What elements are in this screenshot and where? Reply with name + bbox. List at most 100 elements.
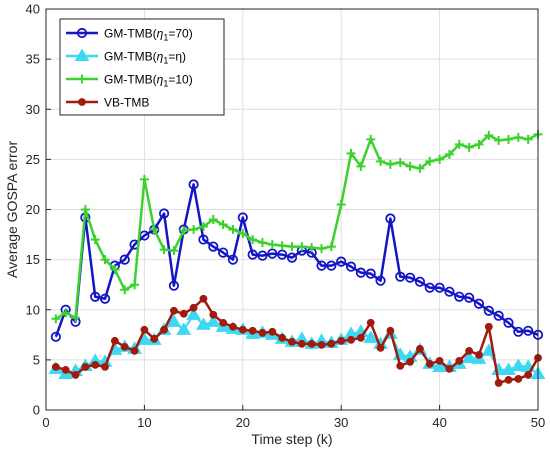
data-point — [355, 267, 366, 278]
data-point — [484, 322, 493, 331]
data-point — [168, 280, 180, 291]
data-point — [130, 346, 139, 355]
data-point — [514, 375, 523, 383]
data-point — [424, 282, 435, 293]
data-point — [149, 225, 159, 235]
data-point — [416, 344, 424, 353]
data-point — [80, 205, 90, 214]
series-line — [54, 183, 539, 338]
data-point — [336, 199, 346, 209]
data-point — [130, 280, 140, 290]
data-point — [347, 335, 355, 344]
series-layer — [48, 129, 546, 387]
data-point — [454, 139, 464, 149]
data-point — [404, 272, 416, 283]
data-point — [287, 242, 297, 252]
y-tick-label: 15 — [26, 252, 40, 267]
legend-item: GM-TMB(η1=10) — [66, 73, 193, 89]
data-point — [99, 293, 111, 304]
data-point — [376, 156, 386, 166]
x-tick-label: 10 — [137, 415, 151, 430]
data-point — [503, 317, 514, 328]
data-point — [238, 229, 248, 239]
data-point — [523, 134, 533, 144]
data-point — [316, 260, 327, 271]
data-point — [366, 318, 375, 327]
data-point — [170, 306, 178, 315]
data-point — [189, 303, 198, 312]
data-point — [345, 261, 357, 272]
legend-item: GM-TMB(η1=70) — [66, 27, 193, 43]
data-point — [510, 358, 526, 371]
data-point — [425, 156, 435, 166]
y-tick-label: 10 — [26, 302, 40, 317]
data-point — [160, 325, 168, 334]
data-point — [464, 292, 475, 303]
data-point — [51, 362, 60, 371]
data-point — [150, 334, 159, 343]
data-point — [198, 222, 208, 232]
data-point — [307, 243, 317, 253]
data-point — [267, 248, 278, 259]
data-point — [268, 327, 277, 336]
data-point — [365, 268, 376, 279]
data-point — [267, 240, 277, 250]
data-point — [435, 154, 445, 164]
data-point — [385, 213, 396, 224]
data-point — [237, 212, 248, 223]
data-point — [484, 130, 494, 140]
data-point — [464, 142, 474, 152]
data-point — [337, 336, 346, 345]
data-point — [139, 174, 149, 184]
legend-swatch-marker — [74, 48, 90, 62]
series-2 — [51, 129, 543, 324]
legend-item: VB-TMB — [66, 96, 149, 110]
data-point — [258, 328, 267, 337]
data-point — [90, 291, 101, 302]
data-point — [278, 333, 287, 342]
data-point — [414, 276, 426, 287]
data-point — [110, 336, 119, 345]
data-point — [501, 362, 516, 375]
data-point — [119, 254, 130, 265]
data-point — [169, 246, 179, 256]
data-point — [406, 357, 414, 366]
data-point — [238, 325, 247, 334]
data-point — [503, 134, 513, 144]
legend: GM-TMB(η1=70) GM-TMB(η1=η) GM-TMB(η1=10) VB… — [59, 18, 225, 116]
data-point — [209, 310, 218, 319]
y-tick-label: 30 — [26, 102, 40, 117]
x-tick-label: 0 — [42, 415, 49, 430]
data-point — [208, 215, 218, 225]
data-point — [494, 379, 503, 387]
data-point — [229, 322, 237, 331]
data-point — [51, 314, 61, 324]
data-point — [100, 255, 110, 265]
data-point — [188, 179, 199, 190]
series-line — [55, 133, 539, 320]
data-point — [120, 285, 130, 295]
data-point — [396, 361, 405, 370]
data-point — [524, 371, 533, 379]
data-point — [346, 148, 356, 158]
data-point — [326, 260, 337, 271]
data-point — [159, 245, 169, 255]
y-tick-label: 0 — [33, 403, 40, 418]
data-point — [288, 337, 296, 346]
data-point — [513, 326, 524, 337]
data-point — [247, 249, 258, 260]
legend-label: VB-TMB — [104, 96, 149, 110]
data-point — [356, 333, 365, 342]
legend-label: GM-TMB(η1=10) — [104, 73, 193, 89]
x-tick-label: 30 — [334, 415, 348, 430]
data-point — [228, 225, 238, 235]
data-point — [120, 342, 129, 351]
data-point — [286, 252, 298, 263]
data-point — [277, 249, 288, 260]
data-point — [140, 325, 149, 334]
data-point — [166, 314, 182, 327]
data-point — [366, 134, 376, 144]
data-point — [386, 326, 395, 335]
data-point — [493, 310, 504, 321]
